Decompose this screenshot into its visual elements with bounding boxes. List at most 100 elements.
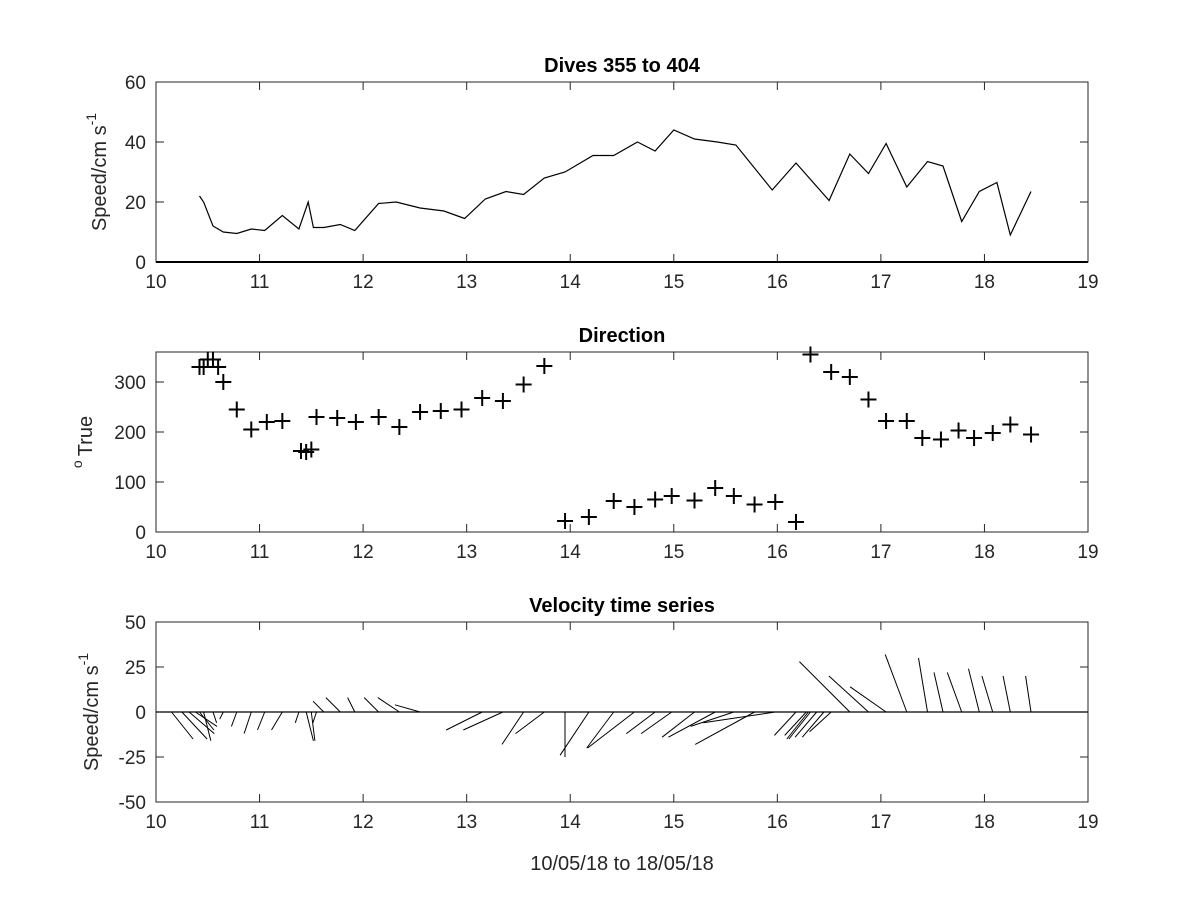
velocity-stick: [587, 711, 635, 749]
direction-point: [432, 403, 449, 419]
velocity-stick: [809, 711, 832, 733]
velocity-stick: [347, 697, 356, 713]
velocity-stick: [312, 700, 325, 713]
speed-x-ticks: 10 11 12 13 14 15 16 17 18 19: [145, 82, 1099, 293]
direction-x-tick-label: 16: [767, 542, 788, 563]
speed-panel: Dives 355 to 404 Speed/cm s-1 10 11 12 13 14…: [83, 55, 1099, 293]
velocity-stick: [363, 697, 379, 713]
direction-point: [860, 391, 877, 408]
direction-point: [787, 514, 804, 530]
velocity-series: [156, 654, 1088, 757]
velocity-stick: [195, 711, 218, 727]
direction-point: [898, 413, 915, 429]
direction-point: [707, 480, 724, 496]
direction-point: [663, 488, 680, 504]
velocity-stick: [1025, 675, 1032, 713]
velocity-stick: [774, 711, 797, 736]
velocity-stick: [463, 711, 504, 731]
speed-x-tick-label: 11: [250, 272, 270, 293]
velocity-x-tick-label: 10: [145, 812, 166, 833]
velocity-x-axis-label: 10/05/18 to 18/05/18: [530, 853, 714, 875]
direction-point: [515, 376, 532, 393]
velocity-x-tick-label: 17: [870, 812, 891, 833]
velocity-y-tick-label: 0: [135, 703, 146, 724]
direction-point: [215, 374, 232, 390]
velocity-stick: [801, 711, 825, 738]
svg-text:Speed/cm s-1: Speed/cm s-1: [75, 653, 103, 771]
direction-point: [605, 493, 622, 509]
direction-point: [802, 346, 819, 363]
direction-point: [647, 491, 664, 508]
direction-point: [391, 419, 408, 435]
direction-point: [823, 364, 840, 380]
direction-y-tick-label: 200: [114, 423, 146, 444]
velocity-stick: [203, 711, 212, 741]
velocity-y-tick-label: 25: [125, 658, 146, 679]
velocity-stick: [310, 711, 316, 741]
direction-point: [195, 359, 212, 375]
direction-chart-title: Direction: [579, 325, 666, 347]
velocity-y-axis-label: Speed/cm s-1: [75, 653, 103, 771]
velocity-stick: [640, 711, 672, 735]
speed-x-tick-label: 15: [663, 272, 684, 293]
speed-chart-title: Dives 355 to 404: [544, 55, 701, 77]
direction-point: [557, 513, 574, 529]
velocity-stick: [849, 686, 887, 713]
direction-point: [932, 431, 949, 448]
direction-x-ticks: 10 11 12 13 14 15 16 17 18 19: [145, 352, 1099, 563]
direction-point: [494, 393, 511, 409]
direction-point: [258, 414, 275, 430]
direction-y-ticks: 0 100 200 300: [114, 373, 1088, 544]
direction-point: [686, 492, 703, 509]
velocity-stick: [271, 711, 283, 731]
velocity-stick: [690, 711, 734, 727]
direction-point: [228, 401, 245, 418]
velocity-stick: [559, 711, 590, 756]
velocity-x-tick-label: 19: [1077, 812, 1098, 833]
speed-y-axis-label-sup: -1: [83, 113, 99, 126]
velocity-stick: [799, 661, 851, 713]
speed-x-tick-label: 19: [1077, 272, 1098, 293]
speed-x-tick-label: 13: [456, 272, 477, 293]
velocity-stick: [230, 711, 238, 727]
velocity-stick: [212, 711, 218, 723]
velocity-stick: [884, 654, 908, 713]
direction-panel: Direction oTrue 10 11 12 13 14 15 16 17 18 19 010…: [69, 325, 1099, 563]
velocity-stick: [933, 672, 944, 713]
direction-point: [746, 496, 763, 513]
speed-y-axis-label-text: Speed/cm s: [89, 125, 111, 231]
velocity-stick: [219, 711, 224, 720]
direction-point: [767, 494, 784, 510]
svg-text:Speed/cm s-1: Speed/cm s-1: [83, 113, 111, 231]
velocity-stick: [325, 697, 341, 713]
velocity-stick: [294, 711, 300, 723]
velocity-panel: Velocity time series Speed/cm s-1 10/05/…: [75, 595, 1099, 875]
velocity-x-tick-label: 14: [560, 812, 582, 833]
direction-y-tick-label: 100: [114, 473, 146, 494]
direction-x-tick-label: 17: [870, 542, 891, 563]
velocity-stick: [1002, 675, 1011, 713]
speed-x-tick-label: 18: [974, 272, 995, 293]
velocity-chart-title: Velocity time series: [529, 595, 715, 617]
direction-point: [308, 409, 325, 425]
direction-x-tick-label: 19: [1077, 542, 1098, 563]
velocity-y-tick-label: -50: [119, 793, 146, 814]
direction-axes-box: [155, 351, 1089, 533]
speed-axes-box: [155, 81, 1089, 263]
velocity-stick: [668, 711, 716, 738]
direction-point: [243, 421, 260, 438]
velocity-x-tick-label: 16: [767, 812, 788, 833]
speed-x-tick-label: 14: [560, 272, 582, 293]
velocity-stick: [171, 711, 194, 740]
speed-x-tick-label: 10: [145, 272, 166, 293]
direction-x-tick-label: 13: [456, 542, 477, 563]
direction-y-tick-label: 300: [114, 373, 146, 394]
velocity-x-ticks: 10 11 12 13 14 15 16 17 18 19: [145, 622, 1099, 833]
velocity-stick: [445, 711, 483, 731]
velocity-x-tick-label: 15: [663, 812, 684, 833]
velocity-stick: [981, 675, 994, 713]
direction-point: [370, 409, 387, 425]
direction-point: [329, 410, 346, 426]
velocity-y-tick-label: 50: [125, 613, 146, 634]
direction-series: [191, 346, 1040, 530]
